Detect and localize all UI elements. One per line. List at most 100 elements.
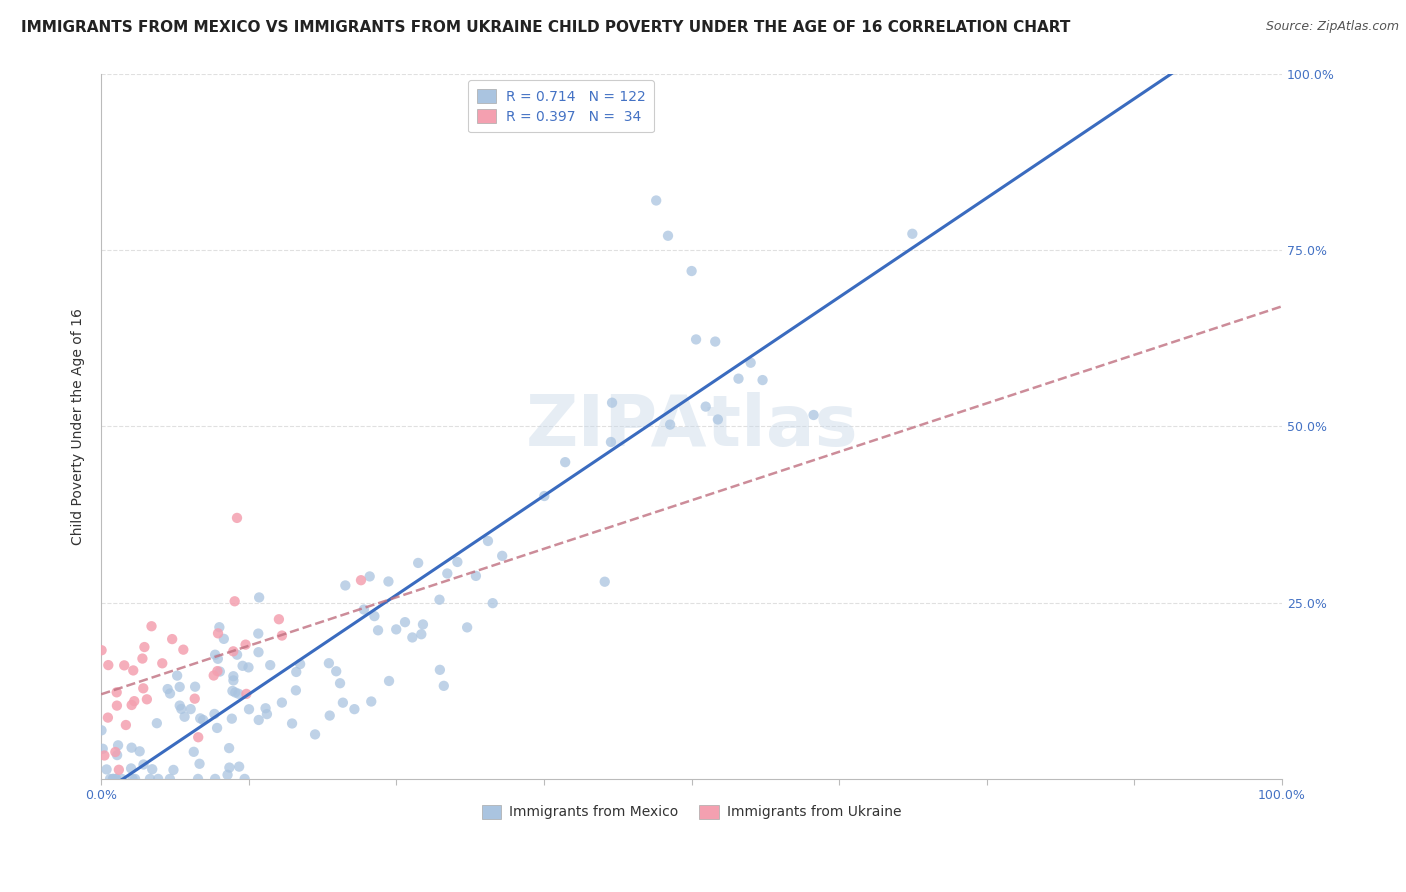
Point bbox=[166, 668, 188, 682]
Point bbox=[228, 687, 250, 701]
Point bbox=[593, 574, 616, 589]
Point bbox=[218, 761, 240, 775]
Point bbox=[156, 681, 179, 696]
Point bbox=[184, 680, 207, 694]
Point bbox=[429, 592, 451, 607]
Text: IMMIGRANTS FROM MEXICO VS IMMIGRANTS FROM UKRAINE CHILD POVERTY UNDER THE AGE OF: IMMIGRANTS FROM MEXICO VS IMMIGRANTS FRO… bbox=[21, 20, 1070, 35]
Point bbox=[204, 648, 226, 662]
Point bbox=[254, 701, 277, 715]
Point bbox=[224, 685, 246, 699]
Point bbox=[146, 716, 169, 731]
Point bbox=[159, 686, 181, 700]
Point bbox=[704, 334, 727, 349]
Point bbox=[131, 651, 153, 665]
Point bbox=[681, 264, 703, 278]
Point bbox=[727, 372, 749, 386]
Point bbox=[120, 761, 142, 775]
Point bbox=[401, 631, 423, 645]
Point bbox=[204, 772, 226, 786]
Point bbox=[105, 698, 128, 713]
Point bbox=[90, 643, 112, 657]
Point bbox=[247, 591, 270, 605]
Point bbox=[600, 435, 623, 450]
Point bbox=[256, 707, 278, 722]
Point bbox=[554, 455, 576, 469]
Point bbox=[394, 615, 416, 629]
Point bbox=[202, 668, 225, 682]
Point bbox=[204, 706, 226, 721]
Point bbox=[281, 716, 304, 731]
Point bbox=[103, 772, 125, 786]
Point bbox=[173, 710, 195, 724]
Point bbox=[412, 617, 434, 632]
Point bbox=[353, 602, 375, 616]
Point bbox=[188, 711, 211, 725]
Point bbox=[107, 739, 129, 753]
Point bbox=[378, 673, 401, 688]
Point bbox=[170, 702, 193, 716]
Point bbox=[363, 609, 385, 624]
Point bbox=[335, 578, 357, 592]
Point bbox=[134, 640, 156, 654]
Point bbox=[329, 676, 352, 690]
Point bbox=[111, 772, 134, 786]
Point bbox=[160, 632, 183, 646]
Point bbox=[105, 772, 128, 786]
Point bbox=[96, 763, 118, 777]
Point bbox=[98, 772, 121, 786]
Point bbox=[285, 665, 308, 679]
Point bbox=[247, 626, 270, 640]
Point bbox=[101, 772, 124, 786]
Point bbox=[411, 627, 433, 641]
Point bbox=[247, 645, 270, 659]
Point bbox=[222, 673, 245, 688]
Point bbox=[91, 741, 114, 756]
Point bbox=[132, 681, 155, 696]
Point bbox=[235, 687, 257, 701]
Point bbox=[235, 638, 257, 652]
Point bbox=[224, 594, 246, 608]
Point bbox=[169, 698, 191, 713]
Point bbox=[105, 685, 128, 699]
Point bbox=[121, 740, 143, 755]
Point bbox=[222, 669, 245, 683]
Point bbox=[477, 533, 499, 548]
Point bbox=[901, 227, 924, 241]
Point bbox=[247, 713, 270, 727]
Point bbox=[385, 623, 408, 637]
Point bbox=[207, 652, 229, 666]
Point bbox=[446, 555, 468, 569]
Point bbox=[284, 683, 307, 698]
Point bbox=[124, 772, 146, 786]
Point bbox=[162, 763, 184, 777]
Text: ZIPAtlas: ZIPAtlas bbox=[526, 392, 858, 460]
Point bbox=[377, 574, 399, 589]
Point bbox=[360, 694, 382, 708]
Point bbox=[180, 702, 202, 716]
Point bbox=[232, 658, 254, 673]
Point bbox=[288, 657, 311, 671]
Point bbox=[600, 395, 623, 409]
Point bbox=[228, 759, 250, 773]
Point bbox=[332, 696, 354, 710]
Point bbox=[150, 657, 173, 671]
Text: Source: ZipAtlas.com: Source: ZipAtlas.com bbox=[1265, 20, 1399, 33]
Point bbox=[172, 642, 194, 657]
Y-axis label: Child Poverty Under the Age of 16: Child Poverty Under the Age of 16 bbox=[72, 308, 86, 545]
Point bbox=[267, 612, 290, 626]
Point bbox=[139, 772, 162, 786]
Point bbox=[319, 708, 342, 723]
Point bbox=[695, 400, 717, 414]
Point bbox=[115, 718, 138, 732]
Point bbox=[183, 745, 205, 759]
Point bbox=[135, 692, 157, 706]
Point bbox=[148, 772, 170, 786]
Point bbox=[90, 723, 112, 738]
Point bbox=[657, 228, 679, 243]
Point bbox=[221, 684, 243, 698]
Point bbox=[803, 408, 825, 422]
Point bbox=[707, 412, 730, 426]
Point bbox=[271, 629, 294, 643]
Point bbox=[464, 569, 486, 583]
Point bbox=[187, 731, 209, 745]
